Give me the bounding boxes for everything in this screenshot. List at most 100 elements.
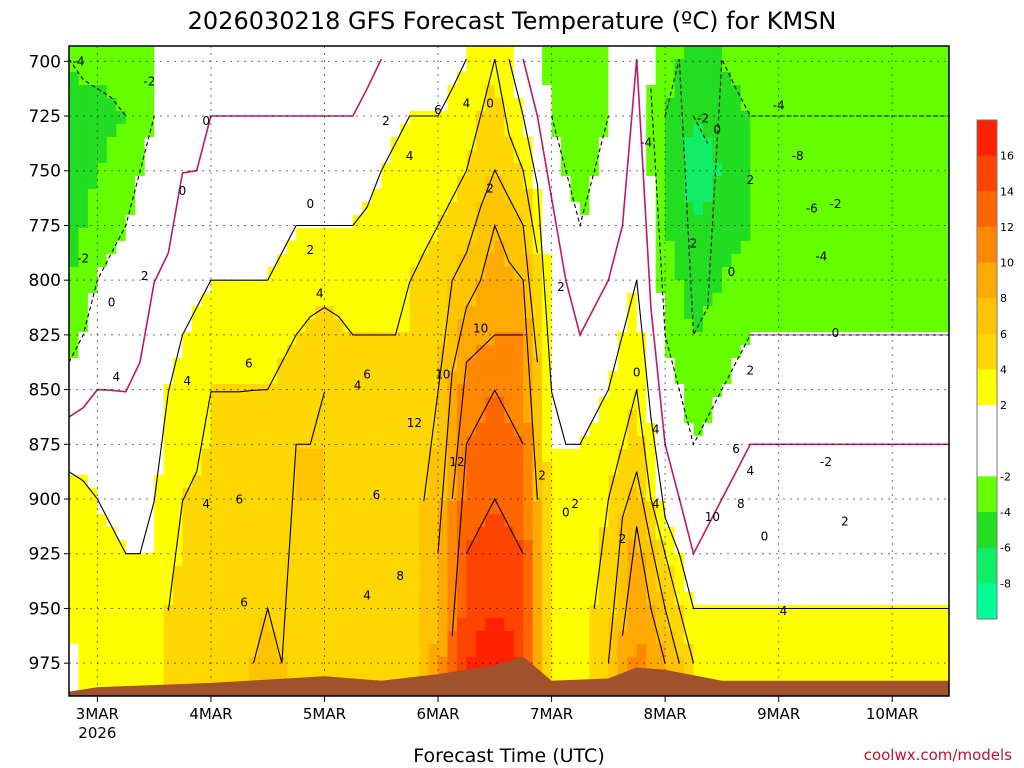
temperature-cell <box>125 462 136 476</box>
temperature-cell <box>305 332 316 346</box>
temperature-cell <box>315 189 326 203</box>
temperature-cell <box>788 592 799 606</box>
temperature-cell <box>296 319 307 333</box>
temperature-cell <box>580 46 591 60</box>
temperature-cell <box>939 293 949 307</box>
temperature-cell <box>390 189 401 203</box>
temperature-cell <box>731 215 742 229</box>
temperature-cell <box>863 202 874 216</box>
temperature-cell <box>116 540 127 554</box>
temperature-cell <box>447 319 458 333</box>
temperature-cell <box>286 449 297 463</box>
temperature-cell <box>466 202 477 216</box>
temperature-cell <box>807 241 818 255</box>
temperature-cell <box>807 410 818 424</box>
temperature-cell <box>504 553 515 567</box>
temperature-cell <box>835 215 846 229</box>
temperature-cell <box>769 293 780 307</box>
temperature-cell <box>135 371 146 385</box>
temperature-cell <box>333 501 344 515</box>
temperature-cell <box>627 579 638 593</box>
temperature-cell <box>466 358 477 372</box>
temperature-cell <box>475 46 486 60</box>
temperature-cell <box>608 644 619 658</box>
temperature-cell <box>882 657 893 671</box>
temperature-cell <box>655 423 666 437</box>
temperature-cell <box>419 202 430 216</box>
temperature-cell <box>750 527 761 541</box>
temperature-cell <box>807 98 818 112</box>
temperature-cell <box>911 397 922 411</box>
temperature-cell <box>901 215 912 229</box>
temperature-cell <box>144 514 155 528</box>
temperature-cell <box>324 631 335 645</box>
temperature-cell <box>863 254 874 268</box>
temperature-cell <box>750 618 761 632</box>
temperature-cell <box>258 163 269 177</box>
temperature-cell <box>192 306 203 320</box>
temperature-cell <box>863 579 874 593</box>
temperature-cell <box>740 397 751 411</box>
temperature-cell <box>816 657 827 671</box>
temperature-cell <box>901 605 912 619</box>
temperature-cell <box>636 657 647 671</box>
temperature-cell <box>693 540 704 554</box>
temperature-cell <box>428 462 439 476</box>
temperature-cell <box>494 267 505 281</box>
temperature-cell <box>617 202 628 216</box>
temperature-cell <box>97 618 108 632</box>
contour-label: -4 <box>73 55 85 69</box>
temperature-cell <box>78 267 89 281</box>
temperature-cell <box>438 527 449 541</box>
temperature-cell <box>258 475 269 489</box>
temperature-cell <box>210 267 221 281</box>
temperature-cell <box>201 540 212 554</box>
temperature-cell <box>305 358 316 372</box>
temperature-cell <box>324 371 335 385</box>
temperature-cell <box>182 644 193 658</box>
temperature-cell <box>400 527 411 541</box>
temperature-cell <box>362 384 373 398</box>
temperature-cell <box>826 293 837 307</box>
temperature-cell <box>173 267 184 281</box>
temperature-cell <box>665 332 676 346</box>
temperature-cell <box>608 436 619 450</box>
temperature-cell <box>248 566 259 580</box>
temperature-cell <box>343 124 354 138</box>
temperature-cell <box>674 371 685 385</box>
temperature-cell <box>154 228 165 242</box>
temperature-cell <box>561 202 572 216</box>
temperature-cell <box>939 566 949 580</box>
temperature-cell <box>409 111 420 125</box>
temperature-cell <box>835 462 846 476</box>
temperature-cell <box>409 423 420 437</box>
temperature-cell <box>475 345 486 359</box>
temperature-cell <box>712 137 723 151</box>
temperature-cell <box>296 72 307 86</box>
credit-link[interactable]: coolwx.com/models <box>864 746 1012 764</box>
temperature-cell <box>438 514 449 528</box>
temperature-cell <box>333 358 344 372</box>
temperature-cell <box>769 371 780 385</box>
temperature-cell <box>201 319 212 333</box>
temperature-cell <box>248 358 259 372</box>
temperature-cell <box>97 124 108 138</box>
temperature-cell <box>267 345 278 359</box>
temperature-cell <box>920 46 931 60</box>
temperature-cell <box>163 254 174 268</box>
temperature-cell <box>598 358 609 372</box>
temperature-cell <box>466 293 477 307</box>
temperature-cell <box>684 202 695 216</box>
temperature-cell <box>220 163 231 177</box>
temperature-cell <box>655 85 666 99</box>
temperature-cell <box>69 644 80 658</box>
temperature-cell <box>703 254 714 268</box>
temperature-cell <box>447 202 458 216</box>
temperature-cell <box>267 449 278 463</box>
temperature-cell <box>296 527 307 541</box>
temperature-cell <box>721 410 732 424</box>
temperature-cell <box>844 241 855 255</box>
temperature-cell <box>750 540 761 554</box>
temperature-cell <box>409 124 420 138</box>
temperature-cell <box>305 592 316 606</box>
